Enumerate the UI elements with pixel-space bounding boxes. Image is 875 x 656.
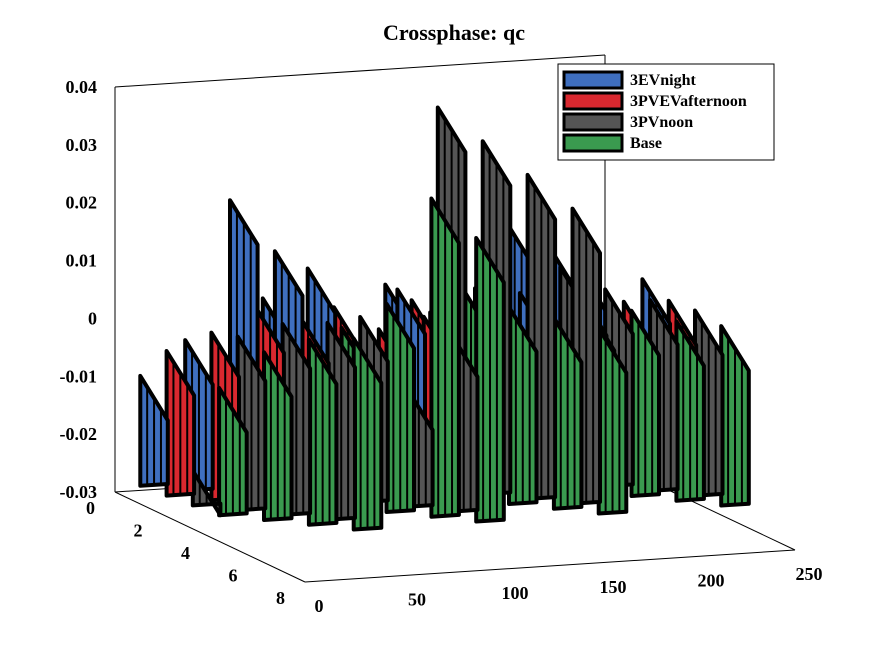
- legend-swatch-1: [562, 91, 624, 111]
- z-tick-label: 0.03: [66, 135, 98, 155]
- y-tick-label: 0: [86, 498, 95, 518]
- z-tick-label: 0.02: [66, 193, 98, 213]
- panel-Base-15: [719, 324, 751, 508]
- panel-3EVnight-0: [138, 373, 170, 488]
- z-tick-label: -0.03: [60, 482, 98, 502]
- y-tick-label: 6: [229, 566, 238, 586]
- legend-label-2: 3PVnoon: [630, 114, 693, 131]
- z-tick-label: -0.01: [60, 366, 98, 386]
- axis-edge-5: [114, 491, 306, 583]
- x-tick-label: 250: [796, 564, 823, 584]
- panel-Base-3: [351, 336, 384, 532]
- panel-Base-0: [217, 385, 249, 518]
- x-tick-label: 50: [408, 590, 426, 610]
- z-tick-label: 0.01: [66, 251, 98, 271]
- x-tick-label: 0: [315, 596, 324, 616]
- panel-Base-7: [474, 236, 506, 524]
- x-tick-label: 100: [502, 583, 529, 603]
- legend-label-1: 3PVEVafternoon: [630, 93, 747, 110]
- panel-Base-13: [629, 308, 661, 498]
- x-tick-label: 150: [600, 577, 627, 597]
- legend: 3EVnight 3PVEVafternoon 3PVnoon Base: [557, 63, 775, 161]
- legend-swatch-0: [562, 70, 624, 90]
- legend-swatch-3: [562, 133, 624, 153]
- y-tick-label: 2: [134, 521, 143, 541]
- chart-title: Crossphase: qc: [383, 20, 525, 45]
- panel-Base-6: [429, 196, 461, 519]
- tick-labels: 0.040.030.020.010-0.01-0.02-0.030 50 100 15…: [60, 77, 823, 616]
- x-tick-label: 200: [698, 570, 725, 590]
- panel-Base-9: [507, 305, 539, 506]
- y-tick-label: 4: [181, 543, 190, 563]
- z-tick-label: 0: [88, 308, 97, 328]
- y-tick-label: 8: [276, 588, 285, 608]
- axis-edge-6: [304, 549, 796, 583]
- axis-edge-1: [114, 54, 606, 88]
- legend-label-3: Base: [630, 135, 662, 152]
- data-panels: [138, 105, 751, 532]
- legend-swatch-2: [562, 112, 624, 132]
- legend-label-0: 3EVnight: [630, 72, 696, 89]
- z-tick-label: 0.04: [66, 77, 98, 97]
- z-tick-label: -0.02: [60, 424, 98, 444]
